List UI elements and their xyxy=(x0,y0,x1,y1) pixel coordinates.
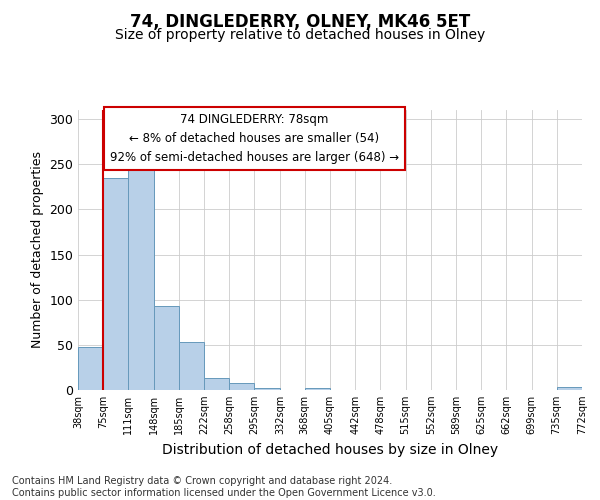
Bar xyxy=(103,178,128,390)
Bar xyxy=(254,388,280,390)
Bar xyxy=(229,383,254,390)
Text: Size of property relative to detached houses in Olney: Size of property relative to detached ho… xyxy=(115,28,485,42)
Bar xyxy=(205,378,229,390)
Text: 74, DINGLEDERRY, OLNEY, MK46 5ET: 74, DINGLEDERRY, OLNEY, MK46 5ET xyxy=(130,12,470,30)
Bar xyxy=(128,164,154,390)
Text: 74 DINGLEDERRY: 78sqm
← 8% of detached houses are smaller (54)
92% of semi-detac: 74 DINGLEDERRY: 78sqm ← 8% of detached h… xyxy=(110,113,399,164)
Bar xyxy=(179,342,205,390)
Bar xyxy=(305,388,330,390)
Y-axis label: Number of detached properties: Number of detached properties xyxy=(31,152,44,348)
Bar xyxy=(78,346,103,390)
Bar xyxy=(557,388,582,390)
X-axis label: Distribution of detached houses by size in Olney: Distribution of detached houses by size … xyxy=(162,442,498,456)
Text: Contains HM Land Registry data © Crown copyright and database right 2024.
Contai: Contains HM Land Registry data © Crown c… xyxy=(12,476,436,498)
Bar xyxy=(154,306,179,390)
